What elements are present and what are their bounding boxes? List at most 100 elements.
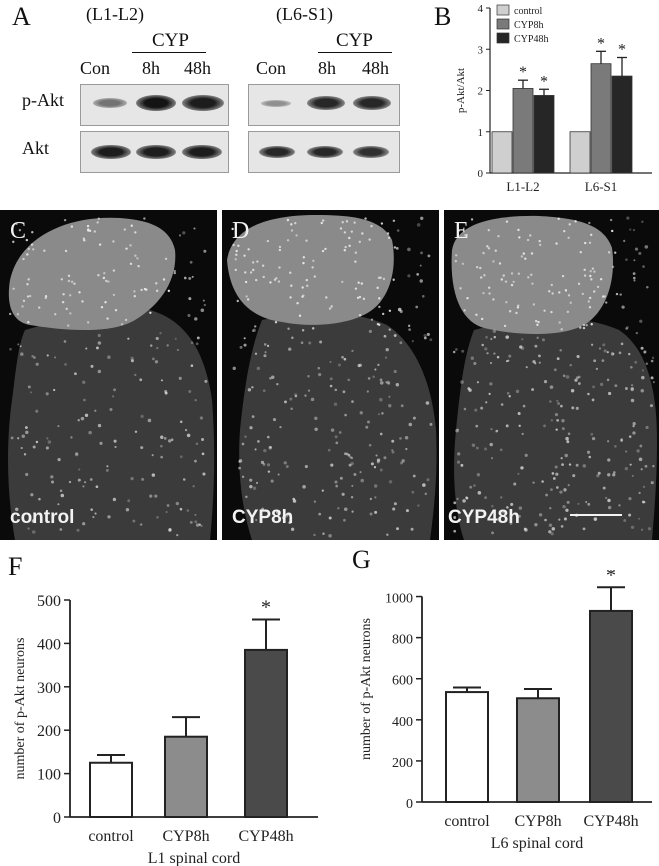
labeled-cell-dot (419, 264, 422, 267)
labeled-cell-dot (499, 448, 503, 452)
labeled-cell-dot (367, 377, 371, 380)
labeled-cell-dot (461, 349, 465, 353)
labeled-cell-dot (256, 366, 261, 371)
labeled-cell-dot (575, 376, 579, 380)
labeled-cell-dot (81, 300, 84, 303)
micrograph-cyp48h: E CYP48h (444, 210, 659, 540)
labeled-cell-dot (618, 351, 622, 355)
labeled-cell-dot (484, 347, 488, 351)
b-y-tick-label-1: 1 (478, 127, 484, 139)
labeled-cell-dot (618, 504, 621, 507)
labeled-cell-dot (550, 488, 553, 491)
labeled-cell-dot (320, 221, 323, 225)
chart-f-category-label-cyp8h: CYP8h (162, 828, 209, 845)
labeled-cell-dot (301, 286, 304, 289)
labeled-cell-dot (53, 388, 56, 392)
labeled-cell-dot (388, 309, 392, 313)
labeled-cell-dot (520, 466, 524, 470)
labeled-cell-dot (147, 418, 152, 423)
labeled-cell-dot (391, 450, 395, 454)
labeled-cell-dot (317, 366, 321, 370)
labeled-cell-dot (354, 287, 358, 290)
labeled-cell-dot (330, 428, 335, 432)
labeled-cell-dot (550, 419, 554, 422)
labeled-cell-dot (60, 278, 63, 281)
labeled-cell-dot (639, 444, 643, 448)
labeled-cell-dot (560, 404, 563, 408)
labeled-cell-dot (274, 320, 278, 324)
labeled-cell-dot (269, 446, 272, 449)
labeled-cell-dot (334, 480, 338, 484)
labeled-cell-dot (105, 468, 109, 472)
labeled-cell-dot (362, 297, 366, 301)
labeled-cell-dot (162, 278, 166, 281)
labeled-cell-dot (25, 238, 29, 242)
labeled-cell-dot (563, 517, 567, 521)
labeled-cell-dot (89, 478, 93, 481)
row-label-p-akt: p-Akt (22, 90, 64, 110)
chart-b-legend-label-cyp8h: CYP8h (514, 20, 543, 31)
labeled-cell-dot (255, 481, 259, 484)
labeled-cell-dot (383, 334, 387, 338)
labeled-cell-dot (508, 310, 512, 313)
labeled-cell-dot (18, 228, 22, 232)
labeled-cell-dot (231, 227, 234, 231)
band-akt-left-48h (182, 145, 222, 159)
labeled-cell-dot (269, 377, 272, 380)
labeled-cell-dot (234, 258, 237, 261)
labeled-cell-dot (510, 283, 514, 287)
labeled-cell-dot (154, 360, 159, 364)
labeled-cell-dot (503, 509, 506, 513)
labeled-cell-dot (21, 305, 24, 308)
labeled-cell-dot (646, 286, 649, 289)
labeled-cell-dot (232, 243, 235, 247)
spinal-cord-gray-matter (454, 318, 657, 540)
labeled-cell-dot (154, 494, 158, 498)
labeled-cell-dot (165, 510, 168, 514)
f-bar-control (89, 761, 133, 818)
labeled-cell-dot (558, 321, 561, 324)
labeled-cell-dot (179, 455, 183, 459)
labeled-cell-dot (32, 248, 35, 251)
b-legend-swatch-cyp8h (496, 18, 510, 30)
labeled-cell-dot (485, 335, 488, 339)
labeled-cell-dot (90, 364, 94, 368)
labeled-cell-dot (453, 516, 457, 519)
labeled-cell-dot (254, 352, 258, 355)
panel-letter-c: C (10, 218, 27, 244)
labeled-cell-dot (313, 533, 316, 537)
labeled-cell-dot (465, 497, 469, 500)
f-y-tick-label-400: 400 (37, 636, 61, 653)
labeled-cell-dot (642, 265, 645, 268)
labeled-cell-dot (556, 418, 560, 422)
labeled-cell-dot (141, 477, 145, 481)
labeled-cell-dot (46, 437, 49, 440)
labeled-cell-dot (329, 377, 333, 381)
labeled-cell-dot (343, 518, 346, 522)
labeled-cell-dot (426, 332, 430, 336)
labeled-cell-dot (379, 378, 383, 382)
labeled-cell-dot (296, 301, 299, 305)
labeled-cell-dot (518, 506, 523, 510)
labeled-cell-dot (628, 352, 631, 356)
labeled-cell-dot (607, 498, 611, 503)
labeled-cell-dot (140, 288, 143, 292)
labeled-cell-dot (476, 472, 481, 477)
labeled-cell-dot (555, 428, 558, 431)
labeled-cell-dot (538, 239, 541, 243)
labeled-cell-dot (376, 322, 380, 326)
labeled-cell-dot (644, 245, 649, 249)
labeled-cell-dot (27, 278, 30, 281)
labeled-cell-dot (291, 336, 294, 340)
labeled-cell-dot (644, 464, 648, 468)
labeled-cell-dot (388, 328, 391, 331)
labeled-cell-dot (30, 391, 33, 394)
labeled-cell-dot (358, 363, 362, 367)
chart-g-y-axis-label: number of p-Akt neurons (359, 618, 374, 760)
labeled-cell-dot (140, 414, 144, 419)
labeled-cell-dot (93, 230, 97, 233)
labeled-cell-dot (313, 500, 317, 503)
labeled-cell-dot (351, 484, 354, 487)
labeled-cell-dot (650, 481, 654, 485)
b-legend-swatch-control (496, 4, 510, 16)
